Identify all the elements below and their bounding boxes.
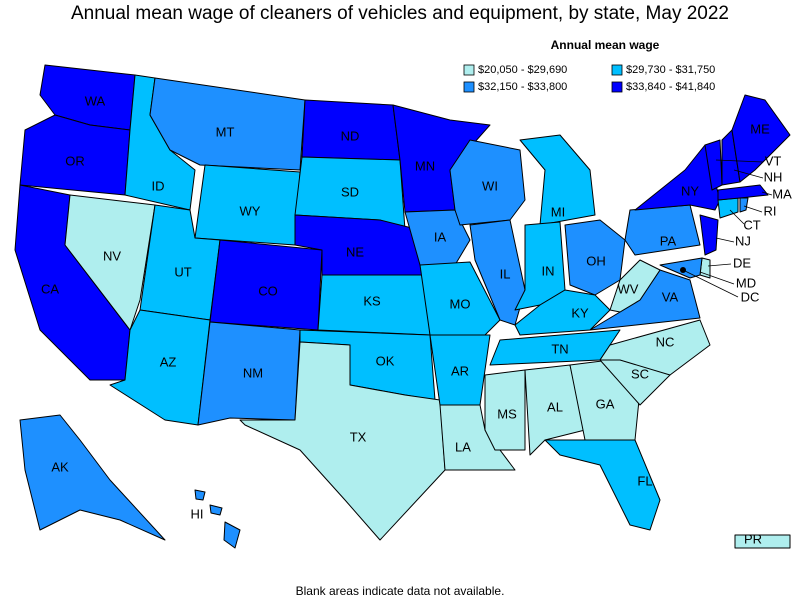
- state-label: NY: [681, 183, 699, 198]
- state-label: MT: [216, 124, 235, 139]
- state-label: WA: [85, 93, 106, 108]
- state-shape: [449, 139, 526, 226]
- state-label: VT: [765, 153, 782, 168]
- state-shape: [239, 341, 446, 541]
- state-label: GA: [596, 396, 615, 411]
- legend-swatch: [463, 81, 475, 93]
- state-shape: [197, 321, 301, 426]
- state-label: NE: [346, 244, 364, 259]
- state-label: PR: [744, 531, 762, 546]
- state-label: MN: [415, 158, 435, 173]
- legend-swatch: [611, 64, 623, 76]
- state-shape: [519, 134, 596, 226]
- state-label: FL: [637, 473, 652, 488]
- legend-label: $29,730 - $31,750: [626, 64, 715, 76]
- state-label: NM: [243, 365, 263, 380]
- state-label: ND: [341, 128, 360, 143]
- state-label: AK: [51, 459, 69, 474]
- legend-label: $32,150 - $33,800: [478, 81, 567, 93]
- state-labels: WA OR CA NV ID MT WY UT CO AZ NM ND SD NE KS OK TX MN IA MO…: [41, 93, 792, 546]
- state-shape: [624, 204, 701, 256]
- state-label: MS: [497, 406, 517, 421]
- leader-lines: [682, 159, 773, 298]
- state-label: UT: [174, 264, 191, 279]
- state-label: DE: [733, 255, 751, 270]
- legend-title: Annual mean wage: [551, 38, 660, 52]
- legend-label: $33,840 - $41,840: [626, 81, 715, 93]
- state-label: LA: [455, 439, 471, 454]
- state-label: CO: [258, 283, 278, 298]
- state-shape: [419, 261, 501, 336]
- state-label: WY: [240, 203, 261, 218]
- state-label: OK: [376, 353, 395, 368]
- state-shape: [524, 364, 586, 456]
- state-shape: [194, 489, 241, 549]
- state-shape: [484, 369, 526, 451]
- state-shape: [544, 439, 661, 531]
- state-label: MI: [551, 204, 565, 219]
- state-label: TN: [551, 341, 568, 356]
- state-label: HI: [191, 506, 204, 521]
- state-shape: [717, 184, 769, 201]
- legend-swatch: [463, 64, 475, 76]
- state-label: AR: [451, 363, 469, 378]
- footnote: Blank areas indicate data not available.: [296, 584, 505, 598]
- state-shape: [699, 214, 719, 256]
- states: [14, 64, 791, 549]
- state-label: TX: [350, 429, 367, 444]
- state-shape: [439, 404, 516, 471]
- state-shape: [739, 197, 749, 213]
- state-label: NH: [764, 169, 783, 184]
- state-label: MO: [450, 296, 471, 311]
- state-label: DC: [741, 289, 760, 304]
- state-label: MA: [772, 186, 792, 201]
- state-label: AL: [547, 399, 563, 414]
- state-label: CT: [743, 217, 760, 232]
- state-label: SD: [341, 184, 359, 199]
- state-label: KS: [363, 293, 381, 308]
- state-label: NV: [103, 248, 121, 263]
- state-label: IA: [434, 229, 447, 244]
- state-label: PA: [660, 233, 677, 248]
- state-label: VA: [662, 289, 679, 304]
- state-shape: [19, 414, 166, 541]
- state-label: WI: [482, 178, 498, 193]
- legend-label: $20,050 - $29,690: [478, 64, 567, 76]
- state-label: OH: [586, 253, 606, 268]
- legend-swatch: [611, 81, 623, 93]
- state-label: AZ: [160, 354, 177, 369]
- state-shape: [734, 534, 791, 549]
- state-label: OR: [65, 153, 85, 168]
- state-label: RI: [764, 203, 777, 218]
- state-shape: [514, 289, 611, 336]
- state-label: ID: [152, 178, 165, 193]
- state-shape: [609, 259, 661, 313]
- state-label: CA: [41, 281, 59, 296]
- state-label: NJ: [735, 233, 751, 248]
- state-shape: [64, 194, 156, 331]
- state-label: IN: [542, 263, 555, 278]
- state-label: KY: [571, 305, 589, 320]
- state-label: SC: [631, 366, 649, 381]
- map-title: Annual mean wage of cleaners of vehicles…: [71, 3, 729, 24]
- state-shape: [599, 319, 711, 376]
- state-shape: [731, 94, 791, 183]
- state-label: IL: [500, 266, 511, 281]
- state-shape: [404, 209, 471, 266]
- state-label: WV: [618, 281, 639, 296]
- state-label: MD: [736, 275, 756, 290]
- state-label: ME: [750, 121, 770, 136]
- state-label: NC: [656, 334, 675, 349]
